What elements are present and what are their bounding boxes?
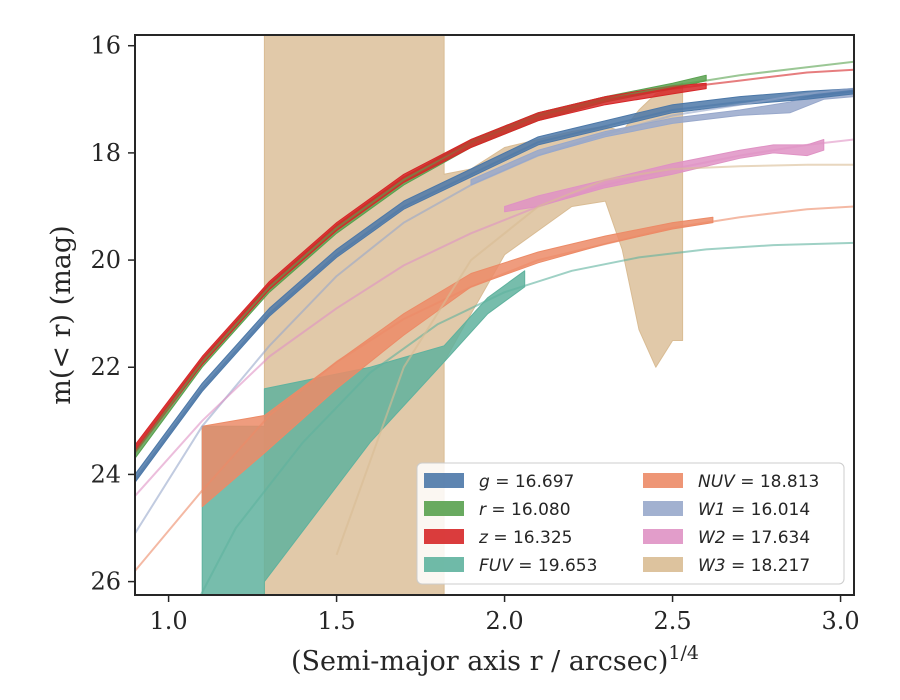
- axis-ticks: 1.0 1.5 2.0 2.5 3.0 16 18 20 22 24 26: [90, 32, 859, 635]
- x-tick-label-2: 2.0: [485, 607, 523, 635]
- band-0: [135, 88, 854, 483]
- model-curve-6: [135, 138, 854, 497]
- legend-label-5: W1 = 16.014: [698, 500, 810, 520]
- model-curve-5: [135, 87, 854, 534]
- legend-swatch-3: [424, 557, 464, 572]
- y-tick-label-3: 22: [90, 353, 121, 381]
- x-tick-label-4: 3.0: [821, 607, 859, 635]
- legend-label-7: W3 = 18.217: [698, 556, 810, 576]
- x-axis-label: (Semi-major axis r / arcsec)1/4: [291, 642, 699, 677]
- model-curve-3: [199, 241, 854, 595]
- model-curve-4: [135, 205, 854, 572]
- legend-label-4: NUV = 18.813: [698, 472, 819, 492]
- y-tick-label-1: 18: [90, 139, 121, 167]
- legend-label-1: r = 16.080: [479, 500, 571, 520]
- y-axis-label: m(< r) (mag): [46, 225, 77, 404]
- legend-swatch-7: [643, 557, 683, 572]
- x-tick-label-0: 1.0: [150, 607, 188, 635]
- plot-frame: [134, 34, 855, 596]
- y-tick-label-0: 16: [90, 32, 121, 60]
- uncertainty-bands: [135, 35, 854, 595]
- model-curves: [135, 60, 854, 595]
- x-tick-label-3: 2.5: [653, 607, 691, 635]
- legend-swatch-4: [643, 473, 683, 488]
- band-4: [201, 216, 714, 508]
- band-3: [201, 270, 526, 595]
- band-6: [504, 139, 825, 213]
- legend-swatch-1: [424, 501, 464, 516]
- legend-swatch-5: [643, 501, 683, 516]
- legend-swatch-2: [424, 529, 464, 544]
- model-curve-0: [135, 90, 854, 481]
- model-curve-2: [135, 68, 854, 449]
- legend-label-0: g = 16.697: [479, 472, 574, 492]
- legend: g = 16.697 r = 16.080 z = 16.325 FUV = 19.6…: [416, 462, 845, 585]
- model-curve-7: [335, 163, 854, 556]
- x-tick-label-1: 1.5: [318, 607, 356, 635]
- legend-swatch-0: [424, 473, 464, 488]
- band-7: [263, 35, 684, 595]
- legend-frame: [416, 462, 845, 585]
- legend-swatch-6: [643, 529, 683, 544]
- y-tick-label-2: 20: [90, 246, 121, 274]
- legend-label-6: W2 = 17.634: [698, 528, 810, 548]
- band-2: [135, 82, 707, 454]
- y-tick-label-4: 24: [90, 460, 121, 488]
- legend-label-3: FUV = 19.653: [479, 556, 597, 576]
- y-tick-label-5: 26: [90, 568, 121, 596]
- legend-label-2: z = 16.325: [478, 528, 572, 548]
